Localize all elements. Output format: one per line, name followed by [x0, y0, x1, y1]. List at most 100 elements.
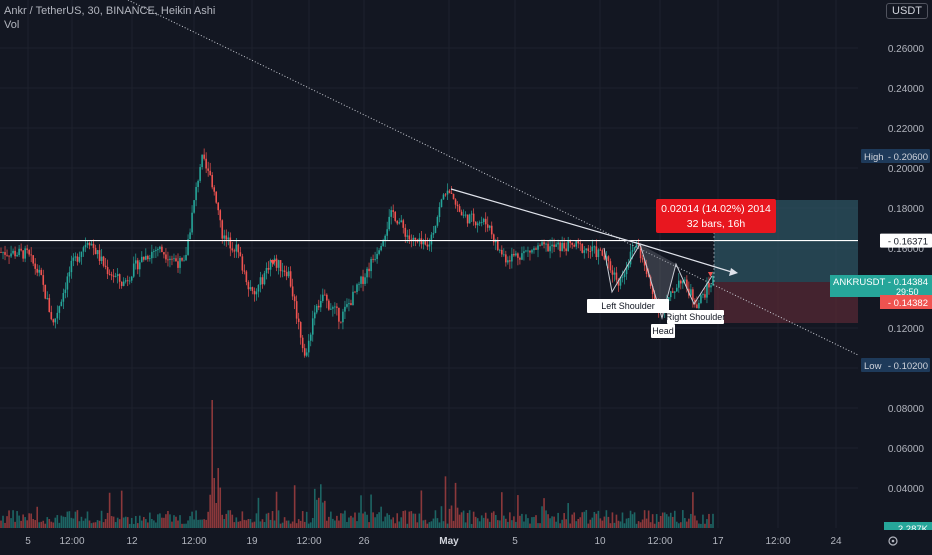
candle-body [669, 291, 672, 298]
volume-bar [24, 517, 26, 528]
candle-body [567, 240, 569, 252]
head-label[interactable]: Head [651, 324, 675, 338]
volume-bar [273, 520, 276, 528]
dotted-trendline[interactable] [127, 0, 859, 356]
currency-button[interactable]: USDT [886, 3, 928, 19]
volume-bar [490, 512, 493, 528]
candle-body [414, 237, 417, 240]
pattern-fill [640, 244, 676, 318]
candle-body [635, 244, 638, 248]
candle-body [498, 249, 501, 251]
volume-bar [476, 518, 479, 528]
volume-bar [637, 521, 640, 528]
volume-bar [171, 521, 173, 528]
left-shoulder-label[interactable]: Left Shoulder [587, 299, 669, 313]
volume-bar [563, 513, 565, 528]
candle-body [149, 258, 151, 260]
volume-bar [225, 513, 228, 528]
candle-body [215, 191, 218, 203]
volume-bar [169, 514, 171, 528]
candle-body [684, 279, 686, 281]
candle-body [6, 254, 8, 256]
volume-bar [205, 519, 207, 528]
volume-bar [547, 514, 549, 528]
candle-body [257, 284, 260, 292]
candle-body [671, 291, 674, 293]
volume-bar [229, 510, 232, 528]
time-tick: 12:00 [181, 536, 206, 547]
measure-tooltip[interactable]: 0.02014 (14.02%) 2014 32 bars, 16h [656, 199, 776, 233]
volume-bar [688, 518, 690, 528]
volume-bar [38, 522, 41, 528]
volume-bar [342, 513, 344, 528]
volume-bar [58, 522, 61, 528]
marker-icon [708, 272, 713, 277]
volume-bar [237, 521, 240, 528]
candle-body [639, 245, 642, 259]
volume-legend[interactable]: Vol [4, 19, 20, 31]
candle-body [187, 239, 189, 255]
candle-body [84, 244, 87, 248]
candle-body [647, 273, 650, 277]
drawing-tools[interactable]: Left Shoulder Head Right Shoulder 0.02014 (… [0, 0, 859, 356]
volume-bar [484, 512, 487, 528]
marker-icon [270, 260, 276, 265]
time-tick: 5 [512, 536, 518, 547]
candle-body [537, 245, 539, 250]
candle-body [177, 261, 179, 268]
volume-bar [432, 518, 435, 528]
candle-body [553, 244, 555, 247]
candle-body [368, 268, 370, 272]
volume-bar [398, 521, 401, 528]
price-tick: 0.24000 [888, 84, 925, 95]
volume-bar [561, 519, 563, 528]
settings-icon-ring [888, 536, 898, 546]
candle-body [645, 265, 648, 274]
volume-bar [177, 520, 179, 528]
candle-body [237, 244, 240, 253]
volume-bar [64, 517, 67, 528]
candle-body [108, 274, 111, 275]
candle-body [360, 276, 362, 284]
level-price-label[interactable]: - 0.16371 [880, 233, 932, 248]
candle-body [106, 267, 109, 275]
time-axis[interactable]: 5 12:00 12 12:00 19 12:00 26 May 5 10 12:00 17 12:00… [0, 530, 932, 550]
candle-body [402, 220, 405, 228]
candle-body [340, 321, 342, 323]
low-price-label[interactable]: Low - 0.10200 [861, 358, 930, 372]
volume-bar [100, 510, 103, 528]
candle-body [259, 277, 262, 285]
volume-bar [322, 502, 324, 528]
candle-body [221, 220, 224, 239]
volume-bar [422, 520, 425, 528]
volume-bar [12, 510, 14, 528]
volume-bar [299, 520, 302, 528]
volume-bar [143, 517, 145, 528]
volume-bar [344, 510, 346, 528]
volume-bar [303, 521, 306, 528]
settings-icon[interactable] [888, 536, 898, 546]
candle-body [396, 220, 399, 224]
symbol-title[interactable]: Ankr / TetherUS, 30, BINANCE, Heikin Ash… [4, 5, 216, 17]
candle-body [68, 272, 71, 277]
time-tick: 24 [830, 536, 842, 547]
volume-bar [488, 521, 491, 528]
right-shoulder-label[interactable]: Right Shoulder [666, 310, 726, 324]
price-axis[interactable]: 0.26000 0.24000 0.22000 0.20000 0.18000 0.160… [830, 0, 932, 550]
candle-body [619, 277, 622, 286]
volume-bar [651, 514, 654, 528]
high-price-label[interactable]: High - 0.20600 [861, 149, 930, 163]
volume-bar [281, 522, 284, 528]
stop-price-label[interactable]: - 0.14382 [880, 295, 932, 309]
volume-bar [255, 513, 258, 528]
candle-body [692, 289, 694, 300]
volume-bar [291, 521, 294, 528]
volume-bar [573, 512, 576, 528]
candle-body [424, 240, 427, 245]
head-shoulders-pattern[interactable] [603, 242, 713, 320]
candle-body [251, 287, 254, 291]
candle-body [436, 217, 439, 226]
